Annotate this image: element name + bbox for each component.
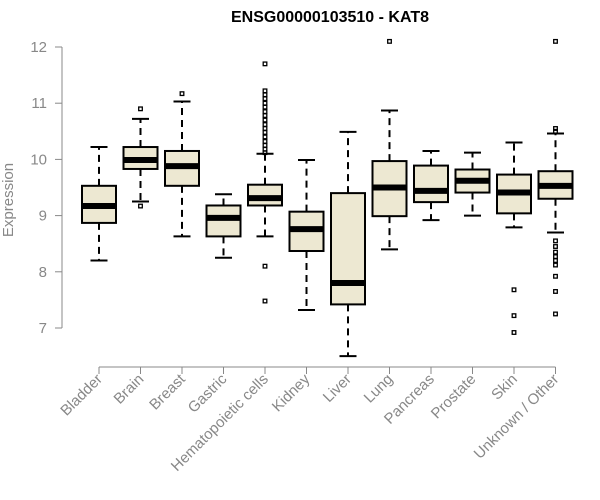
x-tick-label-brain: Brain <box>111 371 148 408</box>
outlier-point <box>262 88 268 94</box>
outlier-point <box>262 109 268 115</box>
outlier-point <box>262 92 268 98</box>
outlier-point <box>511 313 517 319</box>
outlier-point <box>262 298 268 304</box>
outlier-point <box>262 113 268 119</box>
outlier-point <box>262 129 268 135</box>
box-pancreas <box>413 149 449 222</box>
x-tick-label-bladder: Bladder <box>57 371 106 420</box>
y-tick-label-12: 12 <box>30 39 47 56</box>
boxes-group <box>81 38 574 358</box>
outlier-point <box>262 122 268 128</box>
outlier-point <box>262 142 268 148</box>
outlier-point <box>553 238 558 244</box>
box-bladder <box>81 146 117 262</box>
box-iqr <box>247 183 283 207</box>
box-iqr <box>413 164 449 204</box>
outlier-point <box>553 311 558 317</box>
outlier-point <box>553 262 558 268</box>
box-breast <box>164 91 200 238</box>
y-tick-label-11: 11 <box>31 95 47 112</box>
outlier-point <box>179 91 185 97</box>
box-unknown-other <box>537 38 574 317</box>
outlier-point <box>262 263 268 269</box>
outlier-point <box>262 150 268 156</box>
outlier-point <box>553 128 558 134</box>
outlier-point <box>262 96 268 102</box>
box-lung <box>371 38 408 251</box>
y-tick-label-8: 8 <box>39 264 47 281</box>
outlier-point <box>262 126 268 131</box>
box-prostate <box>454 151 491 217</box>
outlier-point <box>262 104 268 110</box>
outlier-point <box>262 117 268 123</box>
outlier-point <box>553 273 558 279</box>
y-axis: 7 8 9 10 11 12 <box>30 39 63 337</box>
x-tick-label-liver: Liver <box>320 371 355 406</box>
outlier-point <box>553 254 558 260</box>
box-kidney <box>288 158 325 312</box>
outlier-point <box>262 138 268 144</box>
outlier-point <box>138 106 143 112</box>
outlier-point <box>553 258 558 264</box>
outlier-point <box>511 287 517 293</box>
outlier-point <box>262 134 268 140</box>
outlier-point <box>553 126 558 131</box>
x-tick-label-lung: Lung <box>361 371 397 407</box>
outlier-point <box>511 330 517 335</box>
outlier-point <box>553 249 558 255</box>
outlier-point <box>553 289 558 294</box>
box-hematopoietic-cells <box>247 61 283 304</box>
box-iqr <box>330 192 366 306</box>
y-tick-label-7: 7 <box>39 320 47 337</box>
outlier-point <box>262 61 268 67</box>
box-iqr <box>205 204 242 238</box>
box-liver <box>330 130 366 358</box>
y-tick-label-9: 9 <box>39 208 47 225</box>
chart-title: ENSG00000103510 - KAT8 <box>231 9 429 26</box>
box-gastric <box>205 193 242 259</box>
outlier-point <box>387 38 392 44</box>
outlier-point <box>138 203 143 209</box>
outlier-point <box>553 244 558 249</box>
x-tick-label-prostate: Prostate <box>428 371 480 423</box>
x-tick-label-skin: Skin <box>488 371 521 404</box>
y-tick-label-10: 10 <box>30 151 47 168</box>
box-brain <box>122 106 159 209</box>
outlier-point <box>553 38 558 44</box>
x-tick-label-kidney: Kidney <box>269 370 314 415</box>
x-tick-label-breast: Breast <box>146 370 189 413</box>
y-axis-label: Expression <box>0 163 17 237</box>
outlier-point <box>262 100 268 106</box>
box-skin <box>496 141 532 335</box>
